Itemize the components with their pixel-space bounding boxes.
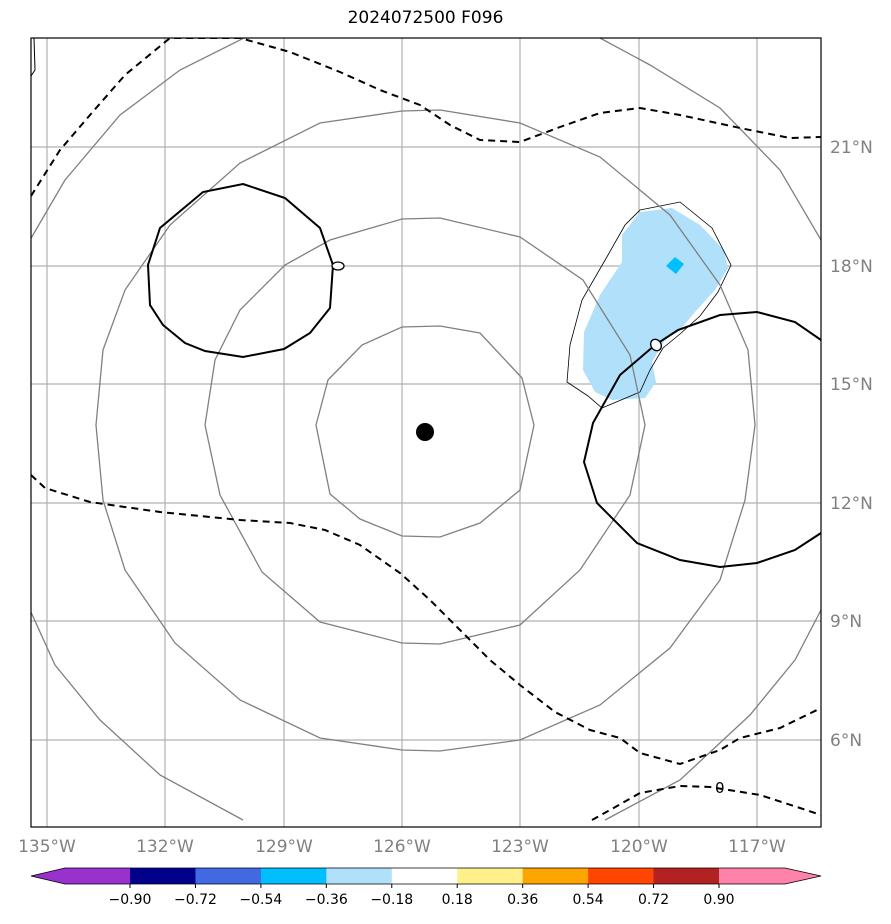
colorbar-segment: [588, 868, 655, 884]
colorbar-segment: [195, 868, 262, 884]
shaded-region-negative: [583, 208, 728, 400]
colorbar-tick-label: −0.18: [370, 892, 413, 908]
lat-tick-label: 18°N: [830, 257, 873, 277]
lat-tick-label: 12°N: [830, 494, 873, 514]
colorbar-tick-label: −0.90: [109, 892, 152, 908]
map-title: 2024072500 F096: [347, 8, 504, 28]
lon-tick-label: 126°W: [373, 837, 431, 857]
lon-tick-label: 132°W: [136, 837, 194, 857]
colorbar-tick-label: 0.90: [703, 892, 734, 908]
lon-tick-label: 117°W: [728, 837, 786, 857]
contour-label-1: [331, 261, 345, 271]
colorbar-segment: [391, 868, 458, 884]
colorbar-tick-label: 0.18: [442, 892, 473, 908]
contour-label-2: [650, 338, 662, 352]
lat-tick-label: 9°N: [830, 612, 862, 632]
lat-tick-label: 15°N: [830, 375, 873, 395]
range-ring-3: [95, 109, 756, 752]
colorbar-tick-labels: −0.90 −0.72 −0.54 −0.36 −0.18 0.18 0.36 0.54 0.7…: [109, 884, 735, 908]
shade-outline: [566, 201, 732, 409]
colorbar-segment: [130, 868, 196, 884]
colorbar-segment: [326, 868, 393, 884]
colorbar-tick-label: 0.36: [507, 892, 538, 908]
lon-tick-labels: 135°W 132°W 129°W 126°W 123°W 120°W 117°…: [18, 837, 786, 857]
range-ring-6: [599, 38, 821, 241]
colorbar-segment: [260, 868, 327, 884]
range-ring-1: [315, 325, 535, 538]
dashed-contour-mid: [31, 474, 821, 766]
dashed-contours: [31, 38, 821, 821]
range-ring-7: [604, 609, 821, 821]
range-rings: [31, 38, 821, 821]
shaded-core: [666, 257, 684, 274]
dashed-contour-north: [31, 38, 821, 197]
range-ring-4: [31, 38, 246, 240]
plot-frame: [30, 37, 822, 828]
solid-contour-east: [582, 310, 821, 569]
range-ring-2: [204, 217, 646, 645]
lon-tick-label: 123°W: [491, 837, 549, 857]
lon-tick-label: 129°W: [255, 837, 313, 857]
contour-label-3: 0: [715, 779, 725, 797]
lat-tick-label: 6°N: [830, 731, 862, 751]
solid-contour-west: [146, 182, 335, 359]
lon-tick-label: 135°W: [18, 837, 76, 857]
colorbar-over-segment: [719, 868, 821, 884]
storm-center-marker: [416, 423, 434, 441]
colorbar-tick-label: −0.54: [239, 892, 282, 908]
colorbar-segment: [522, 868, 589, 884]
map-plot: 0: [31, 38, 821, 827]
lon-tick-label: 120°W: [610, 837, 668, 857]
lat-tick-label: 21°N: [830, 138, 873, 158]
colorbar-outline: [30, 867, 822, 885]
range-ring-5: [31, 610, 244, 821]
colorbar-under-segment: [31, 868, 130, 884]
colorbar-segment: [653, 868, 720, 884]
colorbar-segment: [457, 868, 524, 884]
colorbar-tick-label: −0.36: [305, 892, 348, 908]
dashed-contour-south: [591, 784, 821, 821]
coastline-fragment: [31, 38, 36, 77]
lat-tick-labels: 21°N 18°N 15°N 12°N 9°N 6°N: [830, 138, 873, 751]
colorbar-tick-label: 0.72: [638, 892, 669, 908]
solid-contours: [146, 182, 821, 569]
colorbar-tick-label: −0.72: [174, 892, 217, 908]
colorbar: [30, 867, 822, 885]
colorbar-tick-label: 0.54: [573, 892, 604, 908]
